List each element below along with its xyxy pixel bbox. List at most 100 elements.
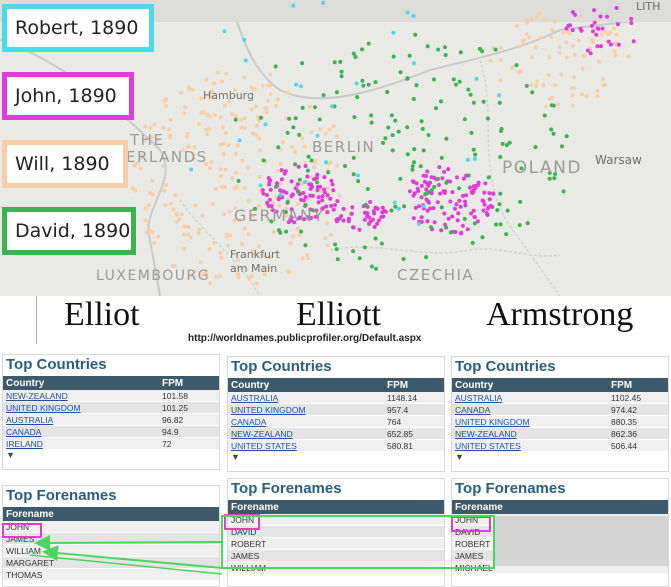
map-dot xyxy=(254,281,259,286)
forename-row: MARGARET xyxy=(3,557,219,569)
map-dot xyxy=(473,152,478,157)
map-dot xyxy=(472,221,477,226)
map-dot xyxy=(284,206,289,211)
map-dot xyxy=(242,126,247,130)
map-dot xyxy=(339,214,344,219)
country-link[interactable]: AUSTRALIA xyxy=(231,392,279,403)
john-highlight-armstrong xyxy=(451,516,491,532)
map-dot xyxy=(613,53,618,58)
map-dot xyxy=(243,58,248,63)
country-link[interactable]: UNITED STATES xyxy=(455,440,521,451)
map-dot xyxy=(293,116,298,121)
map-dot xyxy=(275,168,280,173)
map-dot xyxy=(325,210,330,215)
map-dot xyxy=(305,253,310,258)
map-dot xyxy=(487,191,492,196)
country-link[interactable]: UNITED KINGDOM xyxy=(6,402,81,413)
map-dot xyxy=(425,208,430,213)
map-dot xyxy=(315,180,320,185)
country-link[interactable]: UNITED STATES xyxy=(231,440,297,451)
map-dot xyxy=(233,88,237,93)
john-highlight-elliot xyxy=(2,523,42,538)
legend-robert: Robert, 1890 xyxy=(2,4,154,52)
map-dot xyxy=(514,63,519,68)
map-dot xyxy=(498,222,503,227)
map-dot xyxy=(214,274,219,279)
map-dot xyxy=(303,243,308,248)
map-dot xyxy=(444,136,449,141)
map-dot xyxy=(418,164,423,169)
map-dot xyxy=(332,60,337,65)
map-dot xyxy=(278,188,282,193)
map-dot xyxy=(609,42,613,47)
map-dot xyxy=(212,240,216,245)
map-dot xyxy=(439,228,444,233)
map-dot xyxy=(438,191,443,196)
map-dot xyxy=(547,171,552,175)
map-dot xyxy=(472,215,477,220)
map-dot xyxy=(381,140,385,145)
country-link[interactable]: CANADA xyxy=(231,416,267,427)
map-dot xyxy=(413,32,418,37)
map-dot xyxy=(546,73,551,78)
map-dot xyxy=(457,186,461,191)
map-dot xyxy=(327,127,332,132)
map-dot xyxy=(380,205,385,210)
map-dot xyxy=(290,145,294,149)
fpm-column-header: FPM xyxy=(162,377,184,389)
map-dot xyxy=(494,222,499,227)
map-dot xyxy=(421,148,426,153)
map-dot xyxy=(561,30,566,35)
map-dot xyxy=(480,198,485,203)
country-link[interactable]: NEW-ZEALAND xyxy=(6,390,68,401)
map-dot xyxy=(578,14,583,19)
map-dot xyxy=(249,274,254,279)
map-dot xyxy=(450,190,455,195)
map-dot xyxy=(300,105,305,110)
map-dot xyxy=(451,77,456,82)
map-dot xyxy=(351,225,356,230)
country-link[interactable]: AUSTRALIA xyxy=(6,414,54,425)
city-label-hamburg: Hamburg xyxy=(203,89,254,102)
forename-row: ROBERT xyxy=(228,538,444,550)
map-dot xyxy=(174,211,179,216)
map-dot xyxy=(303,195,308,200)
map-dot xyxy=(200,213,205,218)
map-dot xyxy=(321,206,325,211)
country-link[interactable]: CANADA xyxy=(455,404,491,415)
country-link[interactable]: UNITED KINGDOM xyxy=(231,404,306,415)
country-link[interactable]: UNITED KINGDOM xyxy=(455,416,530,427)
city-label-am-main: am Main xyxy=(230,262,278,275)
map-dot xyxy=(455,175,459,180)
download-icon[interactable]: ▼ xyxy=(455,452,464,462)
map-dot xyxy=(320,198,325,203)
download-icon[interactable]: ▼ xyxy=(6,450,15,460)
download-icon[interactable]: ▼ xyxy=(231,452,240,462)
map-dot xyxy=(287,116,292,121)
map-dot xyxy=(547,176,552,181)
map-dot xyxy=(446,216,451,221)
map-dot xyxy=(469,211,474,216)
fpm-column-header: FPM xyxy=(611,379,633,391)
map-dot xyxy=(595,89,600,93)
country-link[interactable]: NEW-ZEALAND xyxy=(231,428,293,439)
map-dot xyxy=(235,257,240,262)
country-label-lith: LITH xyxy=(636,0,661,13)
source-url[interactable]: http://worldnames.publicprofiler.org/Def… xyxy=(188,333,422,344)
map-dot xyxy=(559,72,564,77)
distribution-map[interactable]: Hamburg THE ERLANDS BERLIN POLAND Warsaw… xyxy=(0,0,671,296)
map-dot xyxy=(289,194,294,199)
country-link[interactable]: AUSTRALIA xyxy=(455,392,503,403)
map-dot xyxy=(444,180,449,185)
table-row: NEW-ZEALAND 652.85 xyxy=(228,428,444,440)
map-dot xyxy=(239,125,244,130)
map-dot xyxy=(203,127,208,132)
country-link[interactable]: CANADA xyxy=(6,426,42,437)
map-dot xyxy=(493,47,498,52)
country-link[interactable]: IRELAND xyxy=(6,438,43,449)
map-dot xyxy=(233,114,238,119)
map-dot xyxy=(289,218,294,223)
country-link[interactable]: NEW-ZEALAND xyxy=(455,428,517,439)
map-dot xyxy=(219,184,224,189)
map-dot xyxy=(591,29,595,34)
